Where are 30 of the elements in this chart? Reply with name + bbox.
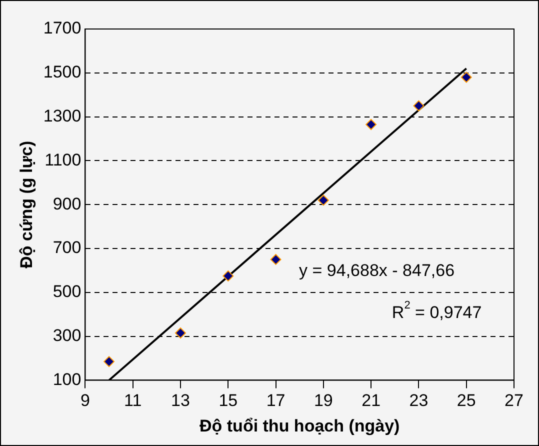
x-tick-label: 21: [362, 391, 381, 410]
y-axis-title: Độ cứng (g lực): [16, 140, 36, 268]
annotation: y = 94,688x - 847,66: [299, 261, 455, 280]
point: [460, 72, 472, 83]
y-tick-label: 500: [52, 282, 82, 302]
y-tick-label: 100: [52, 370, 82, 389]
y-tick-label: 700: [52, 238, 82, 258]
y-tick-label: 1100: [44, 150, 82, 170]
point: [270, 254, 282, 265]
point: [413, 100, 424, 112]
y-tick-label: 1700: [43, 18, 82, 38]
x-tick-label: 9: [80, 391, 90, 410]
point: [222, 270, 234, 282]
point: [366, 118, 377, 130]
x-tick-label: 27: [504, 391, 524, 410]
x-tick-label: 15: [218, 391, 238, 410]
point: [104, 356, 115, 368]
y-tick-label: 900: [52, 194, 82, 214]
x-tick-label: 25: [456, 391, 476, 410]
x-axis-title: Độ tuổi thu hoạch (ngày): [200, 416, 400, 436]
x-tick-label: 13: [171, 391, 190, 410]
y-tick-label: 300: [52, 326, 82, 345]
point: [175, 328, 186, 339]
x-tick-label: 19: [314, 391, 333, 410]
y-tick-label: 1500: [43, 62, 82, 82]
x-tick-label: 11: [124, 391, 142, 410]
y-tick-label: 1300: [43, 106, 82, 126]
x-tick-label: 17: [266, 391, 286, 410]
point: [318, 194, 329, 206]
x-tick-label: 23: [409, 391, 428, 410]
